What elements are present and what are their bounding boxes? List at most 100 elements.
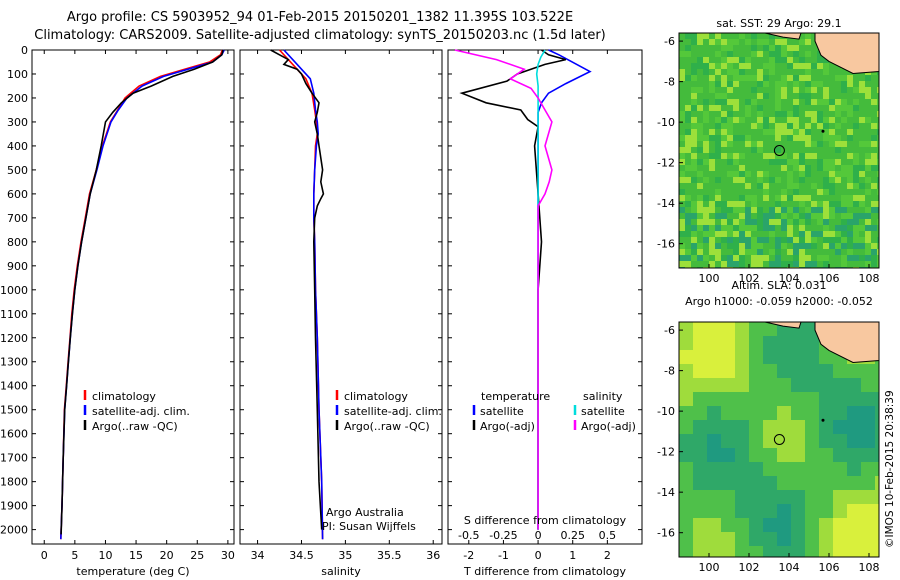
map-cell [709, 225, 715, 231]
map-cell [749, 336, 763, 350]
map-cell [727, 201, 733, 207]
map-cell [805, 105, 811, 111]
map-cell [727, 225, 733, 231]
map-cell [865, 171, 871, 177]
map-cell [769, 105, 775, 111]
map-cell [691, 225, 697, 231]
map-xtick-label: 108 [859, 272, 880, 285]
map-cell [781, 261, 787, 267]
map-cell [733, 165, 739, 171]
map-cell [685, 159, 691, 165]
map-cell [811, 93, 817, 99]
map-cell [835, 189, 841, 195]
map-cell [853, 129, 859, 135]
map-cell [835, 129, 841, 135]
map-cell [727, 39, 733, 45]
map-cell [707, 420, 721, 434]
map-cell [777, 406, 791, 420]
map-cell [817, 255, 823, 261]
map-cell [691, 195, 697, 201]
map-cell [775, 171, 781, 177]
map-cell [727, 147, 733, 153]
map-cell [763, 135, 769, 141]
map-cell [805, 159, 811, 165]
map-cell [735, 504, 749, 518]
diff-xlabel2: S difference from climatology [464, 514, 627, 527]
argo-location-marker [773, 145, 785, 156]
ytick-label-1900: 1900 [0, 500, 28, 513]
map-cell [781, 135, 787, 141]
map-cell [877, 195, 879, 201]
map-cell [697, 57, 703, 63]
map-cell [799, 171, 805, 177]
map-cell [817, 87, 823, 93]
map-cell [735, 378, 749, 392]
map-cell [775, 141, 781, 147]
map-cell [781, 51, 787, 57]
map-cell [781, 57, 787, 63]
map-cell [751, 93, 757, 99]
map-cell [679, 231, 685, 237]
map-cell [769, 201, 775, 207]
map-cell [823, 105, 829, 111]
map-cell [697, 33, 703, 39]
map-cell [721, 171, 727, 177]
map-cell [793, 183, 799, 189]
map-cell [829, 147, 835, 153]
map-cell [875, 378, 879, 392]
map-cell [781, 231, 787, 237]
map-cell [853, 249, 859, 255]
map-cell [823, 255, 829, 261]
map-cell [835, 141, 841, 147]
map-cell [697, 159, 703, 165]
map-cell [727, 249, 733, 255]
map-cell [691, 177, 697, 183]
map-cell [739, 45, 745, 51]
map-cell [763, 532, 777, 546]
map-cell [817, 153, 823, 159]
map-cell [739, 165, 745, 171]
map-cell [865, 183, 871, 189]
map-cell [841, 129, 847, 135]
map-cell [861, 532, 875, 546]
map-cell [691, 93, 697, 99]
map-cell [679, 117, 685, 123]
map-cell [685, 219, 691, 225]
map-cell [775, 165, 781, 171]
map-cell [691, 207, 697, 213]
map-cell [733, 93, 739, 99]
map-cell [703, 255, 709, 261]
map-cell [709, 183, 715, 189]
map-cell [811, 147, 817, 153]
map-cell [697, 183, 703, 189]
map-cell [859, 231, 865, 237]
map-cell [817, 117, 823, 123]
map-cell [853, 231, 859, 237]
map-cell [781, 141, 787, 147]
map-cell [721, 129, 727, 135]
ytick-label-700: 700 [7, 212, 28, 225]
map-cell [877, 111, 879, 117]
map-cell [727, 99, 733, 105]
map-cell [841, 171, 847, 177]
map-cell [679, 201, 685, 207]
map-cell [679, 195, 685, 201]
map-cell [693, 518, 707, 532]
map-cell [841, 111, 847, 117]
map-cell [799, 189, 805, 195]
map-cell [775, 117, 781, 123]
map-cell [823, 153, 829, 159]
map-cell [861, 490, 875, 504]
map-cell [817, 63, 823, 69]
map-cell [685, 111, 691, 117]
map-cell [817, 213, 823, 219]
map-cell [769, 261, 775, 267]
map-cell [805, 177, 811, 183]
map-cell [745, 111, 751, 117]
map-cell [861, 392, 875, 406]
map-cell [775, 129, 781, 135]
map-cell [749, 504, 763, 518]
map-cell [835, 81, 841, 87]
map-cell [679, 243, 685, 249]
